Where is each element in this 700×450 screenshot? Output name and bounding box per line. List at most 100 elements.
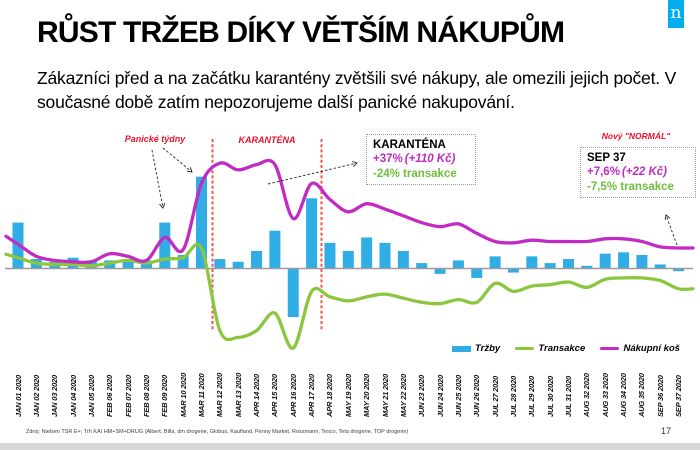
legend-item-transakce: Transakce	[515, 343, 585, 354]
x-axis-label: JUN 26 2020	[472, 375, 482, 417]
legend-bar-swatch	[452, 345, 471, 352]
bar-trzby	[599, 253, 611, 269]
x-axis-label: JUN 24 2020	[435, 375, 445, 417]
x-axis-label: JUL 29 2020	[527, 375, 537, 417]
bar-trzby	[673, 268, 685, 272]
new-normal-label: Nový "NORMÁL"	[601, 131, 671, 141]
quarantine-basket-change: +37% (+110 Kč)	[373, 153, 456, 166]
x-axis-label: MAY 19 2020	[343, 374, 353, 417]
x-axis-label: JUN 23 2020	[417, 375, 427, 417]
x-axis-label: APR 18 2020	[325, 374, 335, 417]
x-axis-label: JAN 01 2020	[13, 375, 23, 417]
x-axis-label: JAN 02 2020	[31, 375, 41, 417]
x-axis-label: MAR 10 2020	[178, 372, 188, 417]
quarantine-callout-title: KARANTÉNA	[373, 139, 446, 151]
x-axis-label: MAY 22 2020	[398, 374, 408, 417]
legend-line-swatch	[515, 347, 535, 350]
bar-trzby	[379, 242, 391, 269]
new-normal-transactions-change: -7,5% transakce	[587, 180, 674, 193]
x-axis-label: APR 15 2020	[270, 374, 280, 417]
x-axis-label: MAR 11 2020	[197, 373, 206, 417]
bar-trzby	[324, 242, 336, 269]
legend-line-swatch	[600, 347, 620, 350]
x-axis-label: AUG 35 2020	[637, 373, 647, 417]
quarantine-label: KARANTÉNA	[238, 135, 296, 145]
bar-trzby	[544, 263, 556, 269]
bar-trzby	[416, 263, 428, 269]
chart-legend: Tržby Transakce Nákupní koš	[452, 343, 680, 354]
nielsen-logo: n	[668, 0, 684, 28]
annotation-arrow	[151, 149, 163, 208]
bar-trzby	[214, 259, 226, 269]
bar-trzby	[196, 176, 207, 269]
annotation-arrow	[666, 215, 678, 246]
bar-trzby	[489, 256, 501, 269]
legend-label: Tržby	[475, 343, 501, 354]
bar-trzby	[122, 259, 134, 269]
x-axis-label: JUL 27 2020	[490, 375, 500, 417]
legend-item-n-kupn-ko-: Nákupní koš	[600, 343, 680, 354]
annotation-arrow	[162, 147, 192, 172]
page-title: RŮST TRŽEB DÍKY VĚTŠÍM NÁKUPŮM	[37, 16, 565, 49]
legend-label: Transakce	[538, 343, 586, 354]
bar-trzby	[563, 259, 574, 269]
x-axis-label: JUL 28 2020	[508, 375, 518, 417]
bar-trzby	[232, 261, 244, 269]
page-number: 17	[661, 426, 672, 436]
bar-trzby	[636, 255, 648, 269]
x-axis-label: JUL 31 2020	[564, 375, 573, 417]
bar-trzby	[452, 260, 464, 269]
nakupni-kos-line	[4, 158, 695, 265]
x-axis-label: MAY 20 2020	[362, 374, 372, 417]
bar-trzby	[306, 198, 318, 269]
x-axis-label: JAN 03 2020	[50, 375, 60, 417]
x-axis-label: JAN 05 2020	[86, 375, 96, 417]
legend-label: Nákupní koš	[623, 343, 680, 354]
bar-trzby	[434, 268, 446, 274]
source-note: Zdroj: Nielsen TSR E+; Trh KAI HM+SM+DRU…	[26, 429, 409, 435]
quarantine-transactions-change: -24% transakce	[373, 167, 457, 180]
legend-item-tr-by: Tržby	[452, 343, 500, 354]
x-axis-label: JAN 04 2020	[68, 375, 78, 417]
x-axis-label: MAY 21 2020	[380, 374, 390, 417]
page-subtitle: Zákazníci před a na začátku karantény zv…	[37, 68, 677, 113]
x-axis-label: FEB 07 2020	[123, 375, 133, 417]
bar-trzby	[287, 268, 299, 318]
transakce-line	[4, 242, 695, 350]
bar-trzby	[251, 250, 263, 269]
x-axis-label: FEB 09 2020	[160, 375, 170, 417]
x-axis-label: MAR 12 2020	[215, 372, 225, 417]
x-axis-label: MAR 13 2020	[233, 372, 243, 417]
bar-trzby	[581, 265, 593, 269]
new-normal-callout-title: SEP 37	[587, 152, 626, 164]
quarantine-callout-box: KARANTÉNA +37% (+110 Kč) -24% transakce	[366, 134, 476, 186]
bar-trzby	[159, 222, 171, 269]
bar-trzby	[507, 268, 519, 273]
annotation-arrow	[267, 163, 357, 185]
x-axis-label: AUG 33 2020	[600, 373, 610, 417]
x-axis-label: FEB 06 2020	[105, 375, 115, 417]
x-axis-label: JUL 30 2020	[545, 375, 555, 417]
bar-trzby	[177, 255, 189, 269]
x-axis-label: APR 14 2020	[252, 374, 262, 417]
x-axis-label: JUN 25 2020	[453, 375, 463, 417]
bar-trzby	[342, 250, 354, 269]
new-normal-basket-change: +7,6% (+22 Kč)	[587, 166, 667, 179]
x-axis-label: APR 16 2020	[288, 374, 298, 417]
bar-trzby	[526, 256, 538, 269]
bar-trzby	[618, 252, 630, 269]
x-axis-label: SEP 36 2020	[655, 375, 665, 417]
x-axis-label: APR 17 2020	[307, 374, 317, 417]
bar-trzby	[471, 268, 483, 278]
footer-strip	[0, 443, 700, 450]
bar-trzby	[654, 264, 666, 269]
bar-trzby	[361, 237, 373, 269]
x-axis-label: AUG 34 2020	[619, 373, 629, 417]
panic-weeks-label: Panické týdny	[124, 134, 186, 144]
bar-trzby	[269, 230, 281, 269]
x-axis-label: AUG 32 2020	[582, 373, 592, 417]
new-normal-callout-box: SEP 37 +7,6% (+22 Kč) -7,5% transakce	[580, 147, 696, 199]
x-axis-label: SEP 37 2020	[674, 375, 684, 417]
x-axis-label: FEB 08 2020	[141, 375, 151, 417]
